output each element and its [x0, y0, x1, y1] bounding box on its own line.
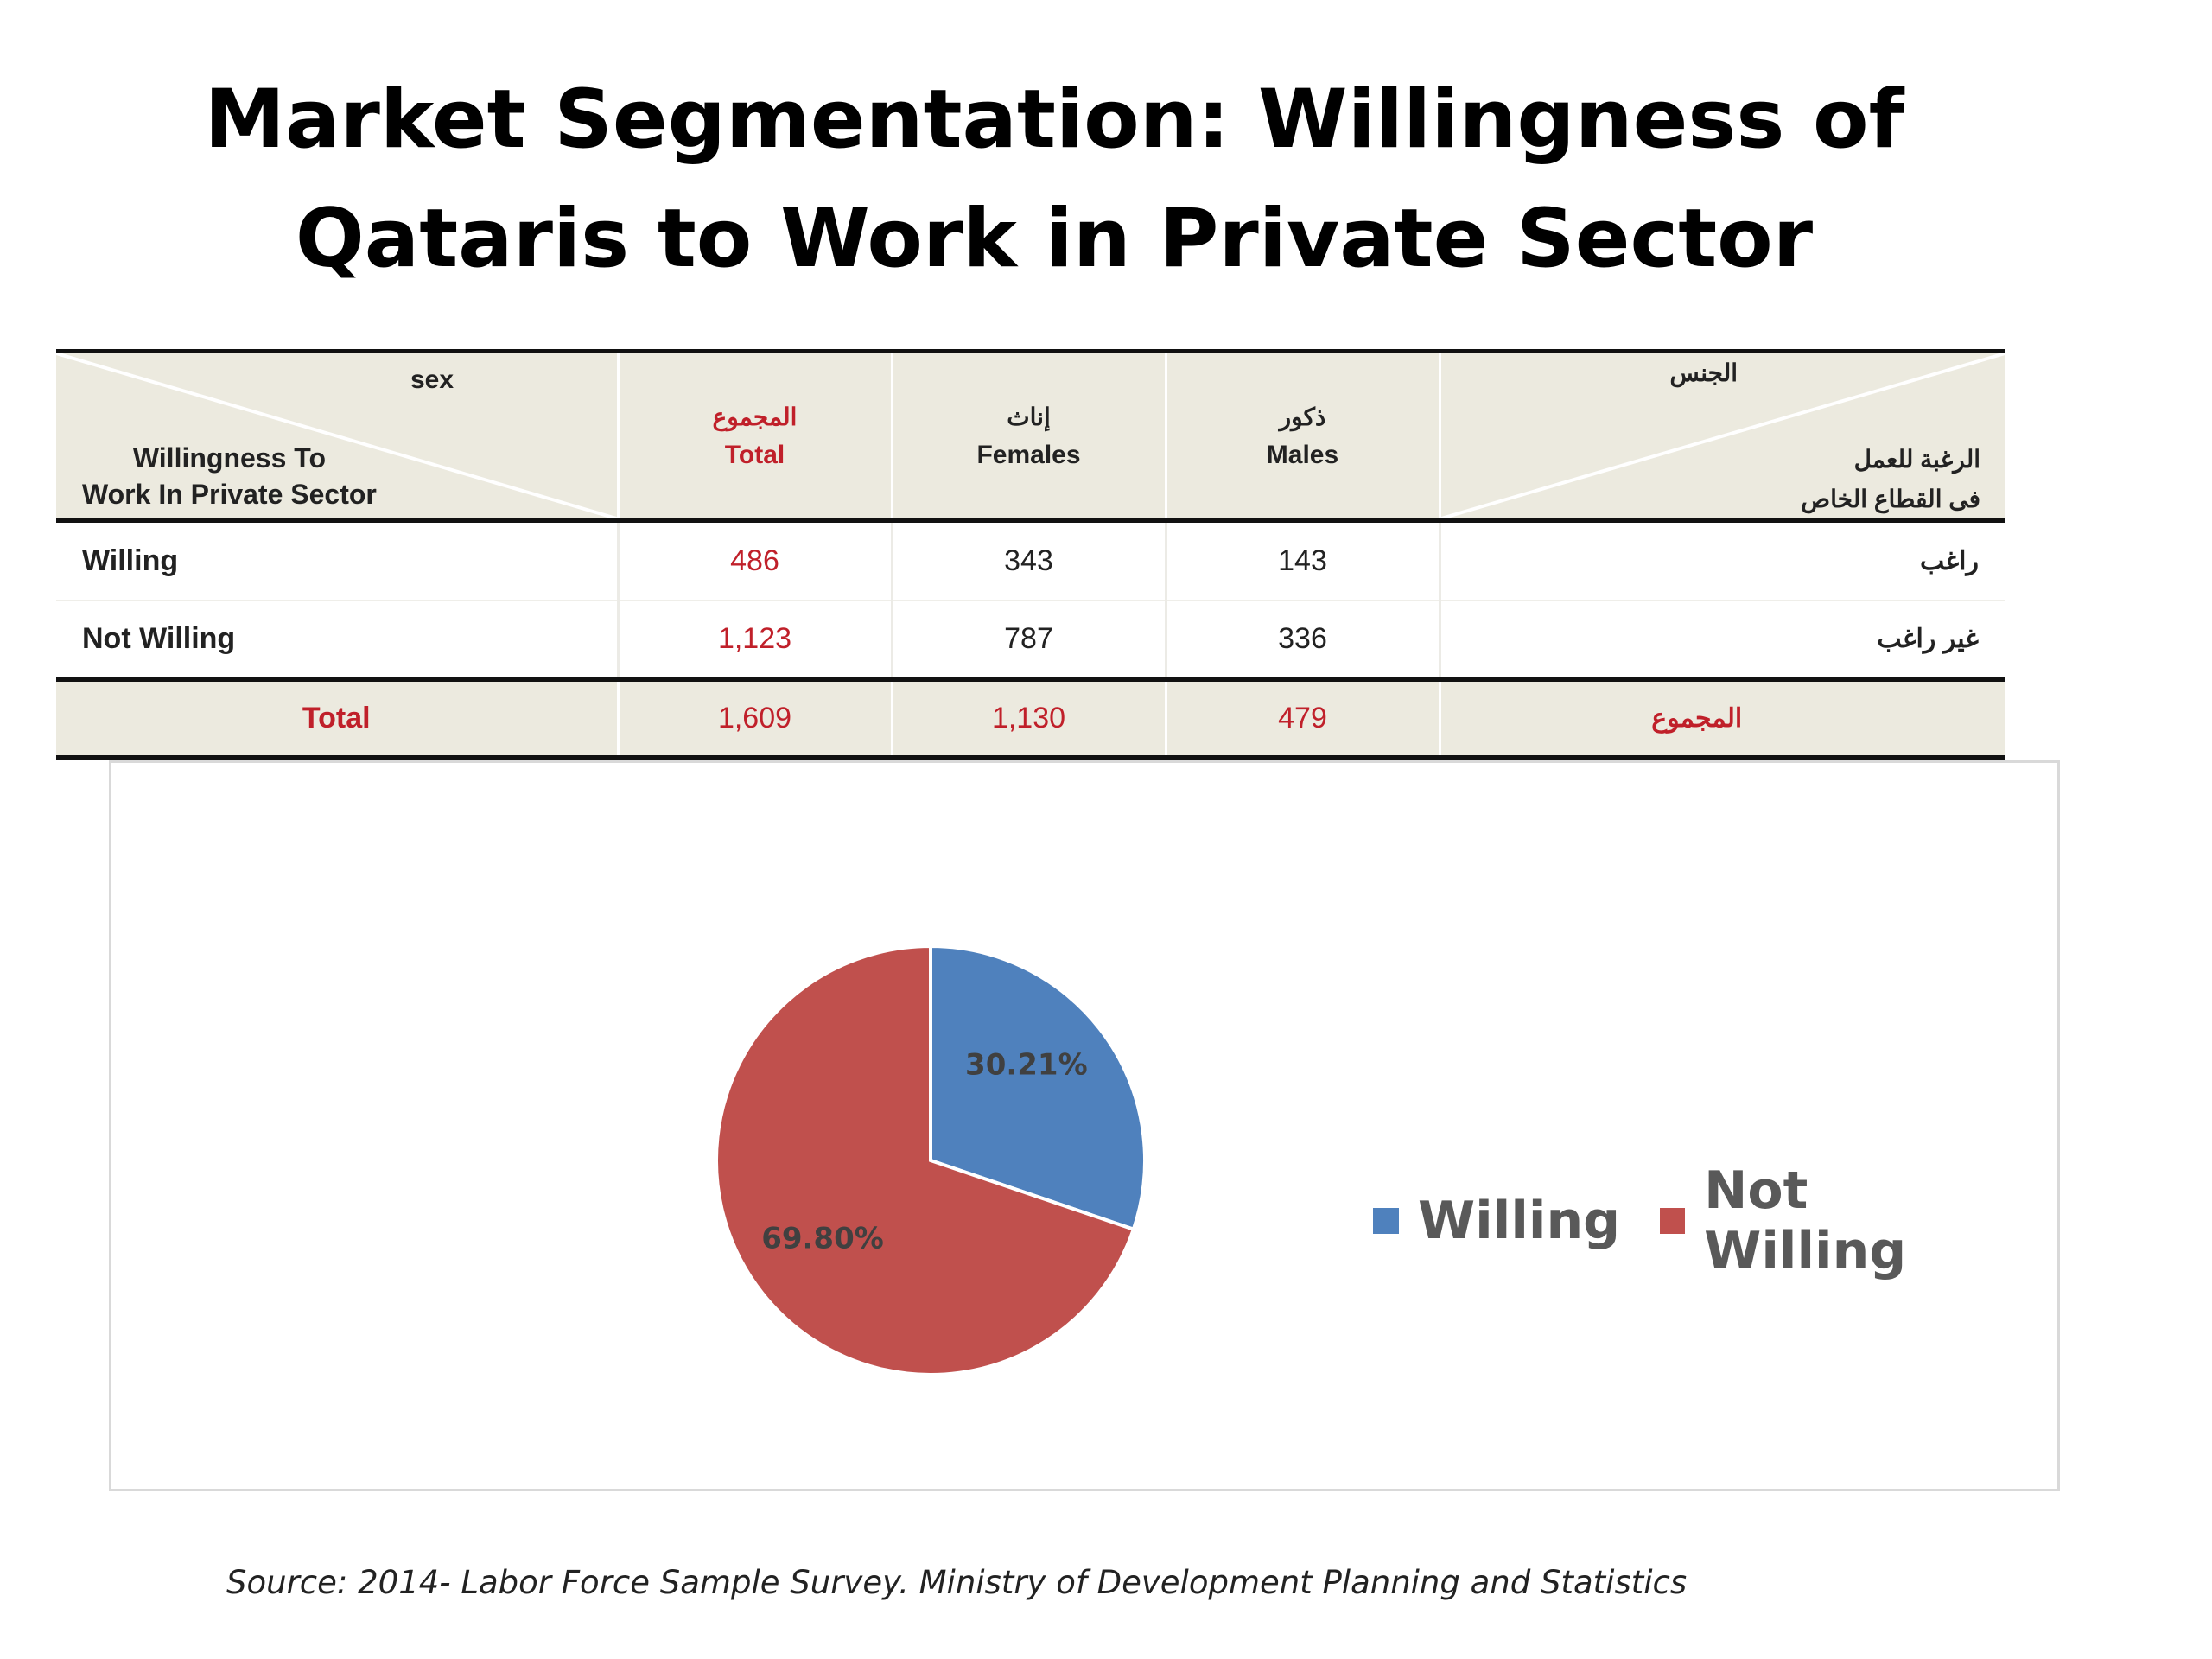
header-sex-label: sex	[410, 365, 454, 394]
row-label-ar: غير راغب	[1438, 599, 2005, 680]
header-total: المجموع Total	[616, 351, 892, 521]
cell-females: 343	[890, 520, 1166, 601]
title-line-2: Qataris to Work in Private Sector	[295, 192, 1814, 286]
header-total-en: Total	[724, 440, 785, 469]
header-willingness-ar-line-1: الرغبة للعمل	[1853, 446, 1980, 473]
table-header-row: sex Willingness To Work In Private Secto…	[56, 351, 2005, 521]
legend-label-not-willing: Not Willing	[1704, 1160, 1907, 1281]
legend-item-willing: Willing	[1373, 1191, 1620, 1251]
header-males-ar: ذكور	[1279, 403, 1326, 430]
chart-legend: Willing Not Willing	[1373, 1160, 2057, 1281]
legend-label-willing: Willing	[1418, 1191, 1621, 1251]
header-willingness-line-2: Work In Private Sector	[82, 479, 377, 510]
total-cell-females: 1,130	[890, 679, 1166, 758]
title-line-1: Market Segmentation: Willingness of	[204, 73, 1904, 167]
crosstab-table: sex Willingness To Work In Private Secto…	[56, 349, 2005, 760]
pie-chart-area: 30.21% 69.80% Willing Not Willing	[109, 760, 2060, 1491]
row-label-ar: راغب	[1438, 520, 2005, 601]
pie-label-willing: 30.21%	[965, 1048, 1088, 1083]
cell-total: 486	[616, 520, 892, 601]
header-males: ذكور Males	[1164, 351, 1440, 521]
row-label: Willing	[82, 543, 179, 577]
legend-swatch-not-willing	[1660, 1208, 1686, 1234]
header-willingness-ar-line-2: فى القطاع الخاص	[1801, 486, 1980, 512]
row-label: Not Willing	[56, 599, 618, 680]
cell-females: 787	[890, 599, 1166, 680]
cell-males: 143	[1164, 520, 1440, 601]
total-cell-total: 1,609	[616, 679, 892, 758]
legend-swatch-willing	[1373, 1208, 1399, 1234]
legend-item-not-willing: Not Willing	[1660, 1160, 2018, 1281]
header-males-en: Males	[1266, 440, 1339, 469]
header-willingness-line-1: Willingness To	[132, 442, 326, 474]
pie-slice-not-willing	[715, 944, 1136, 1376]
total-cell-males: 479	[1164, 679, 1440, 758]
slide-title: Market Segmentation: Willingness of Qata…	[0, 60, 2108, 299]
header-willingness-label-ar: الرغبة للعمل فى القطاع الخاص	[1801, 440, 1980, 519]
table-row: Willing 486 343 143 راغب	[56, 520, 2005, 601]
header-females-en: Females	[976, 440, 1081, 469]
table-total-row: Total 1,609 1,130 479 المجموع	[56, 679, 2005, 758]
header-total-ar: المجموع	[712, 403, 798, 430]
cell-males: 336	[1164, 599, 1440, 680]
header-willingness-label: Willingness To Work In Private Sector	[82, 440, 377, 512]
table-row: Not Willing 1,123 787 336 غير راغب	[56, 599, 2005, 680]
cell-total: 1,123	[616, 599, 892, 680]
header-corner-left: sex Willingness To Work In Private Secto…	[56, 352, 618, 521]
header-sex-label-ar: الجنس	[1669, 359, 1738, 386]
pie-chart: 30.21% 69.80%	[715, 944, 1147, 1376]
pie-slice-willing	[929, 944, 1147, 1232]
pie-label-not-willing: 69.80%	[761, 1222, 884, 1256]
total-row-label: Total	[302, 702, 371, 734]
header-females: إناث Females	[890, 351, 1166, 521]
total-row-label-ar: المجموع	[1438, 679, 2005, 758]
source-note: Source: 2014- Labor Force Sample Survey.…	[226, 1564, 1688, 1601]
header-corner-right: الجنس الرغبة للعمل فى القطاع الخاص	[1438, 351, 2005, 521]
header-females-ar: إناث	[1007, 403, 1051, 430]
